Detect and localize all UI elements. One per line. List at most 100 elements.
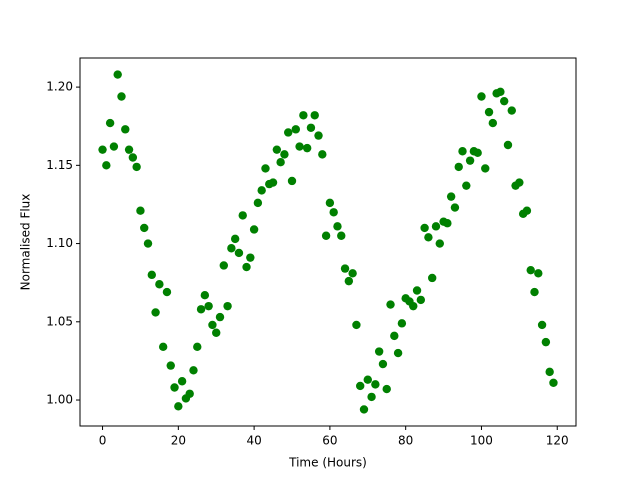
data-point bbox=[352, 320, 361, 330]
data-point bbox=[238, 211, 247, 220]
data-point bbox=[484, 107, 494, 117]
data-point bbox=[374, 347, 384, 356]
data-point bbox=[302, 143, 312, 153]
y-axis-label: Normalised Flux bbox=[19, 194, 33, 291]
data-point bbox=[242, 262, 251, 272]
data-point bbox=[340, 264, 350, 273]
data-point bbox=[140, 223, 149, 233]
data-point bbox=[537, 320, 547, 330]
data-point bbox=[166, 361, 175, 370]
data-point bbox=[507, 106, 516, 115]
data-point bbox=[481, 164, 490, 173]
data-point bbox=[530, 287, 539, 297]
data-point bbox=[219, 261, 228, 270]
data-point bbox=[170, 383, 179, 392]
data-point bbox=[246, 253, 255, 262]
data-point bbox=[193, 342, 202, 352]
data-point bbox=[136, 206, 145, 215]
x-axis-label: Time (Hours) bbox=[288, 456, 367, 470]
data-point bbox=[325, 198, 335, 208]
data-point bbox=[204, 301, 213, 311]
data-point bbox=[155, 280, 164, 289]
data-point bbox=[212, 328, 221, 337]
data-point bbox=[359, 405, 369, 414]
data-point bbox=[291, 125, 300, 134]
data-point bbox=[367, 392, 376, 402]
data-point bbox=[158, 342, 168, 352]
data-point bbox=[234, 248, 244, 258]
data-point bbox=[348, 269, 357, 278]
data-point bbox=[522, 206, 532, 215]
data-point bbox=[371, 380, 380, 389]
data-point bbox=[268, 178, 278, 187]
data-point bbox=[393, 348, 403, 358]
data-point bbox=[446, 192, 456, 201]
data-point bbox=[496, 87, 505, 96]
data-point bbox=[223, 301, 232, 311]
data-point bbox=[287, 176, 297, 186]
data-point bbox=[450, 203, 460, 212]
data-point bbox=[147, 270, 157, 280]
y-tick-label: 1.00 bbox=[46, 393, 73, 407]
data-point bbox=[280, 150, 289, 159]
x-tick-label: 60 bbox=[322, 434, 337, 448]
data-point bbox=[196, 305, 206, 314]
data-point bbox=[420, 223, 429, 233]
x-tick-label: 0 bbox=[99, 434, 107, 448]
x-tick-label: 120 bbox=[546, 434, 569, 448]
data-point bbox=[257, 186, 266, 195]
x-tick-label: 80 bbox=[398, 434, 413, 448]
data-point bbox=[200, 290, 210, 300]
data-point bbox=[253, 198, 263, 208]
data-point bbox=[321, 231, 331, 240]
x-tick-label: 20 bbox=[171, 434, 186, 448]
data-point bbox=[329, 208, 338, 217]
data-point bbox=[488, 118, 498, 128]
data-point bbox=[227, 244, 236, 253]
data-point bbox=[356, 381, 365, 391]
data-point bbox=[314, 131, 323, 140]
data-point bbox=[151, 308, 160, 317]
data-point bbox=[318, 150, 327, 159]
data-point bbox=[208, 320, 217, 330]
data-point bbox=[105, 118, 115, 128]
data-point bbox=[284, 128, 293, 137]
data-point bbox=[378, 359, 388, 369]
data-point bbox=[465, 156, 475, 165]
data-point bbox=[503, 140, 513, 150]
data-point bbox=[174, 402, 183, 411]
data-point bbox=[109, 142, 119, 151]
data-point bbox=[545, 367, 554, 377]
data-point bbox=[215, 312, 225, 322]
data-point bbox=[458, 147, 467, 156]
data-point bbox=[443, 219, 452, 228]
data-point bbox=[344, 276, 354, 286]
data-point bbox=[416, 295, 426, 305]
data-point bbox=[412, 286, 422, 295]
data-point bbox=[549, 378, 558, 388]
data-point bbox=[98, 145, 107, 154]
data-point bbox=[117, 92, 126, 101]
data-point bbox=[189, 366, 198, 375]
data-point bbox=[477, 92, 486, 101]
data-point bbox=[473, 148, 482, 158]
data-point bbox=[295, 142, 304, 151]
data-point bbox=[113, 70, 122, 79]
data-point bbox=[424, 233, 433, 242]
data-point bbox=[121, 125, 130, 134]
data-point bbox=[261, 164, 270, 173]
data-point bbox=[435, 239, 444, 248]
data-point bbox=[363, 375, 372, 384]
data-point bbox=[337, 231, 346, 240]
data-point bbox=[534, 269, 543, 278]
data-point bbox=[431, 222, 441, 231]
data-point bbox=[132, 162, 141, 172]
data-point bbox=[333, 222, 342, 231]
data-point bbox=[230, 234, 240, 244]
data-point bbox=[272, 145, 282, 154]
data-point bbox=[162, 287, 172, 297]
data-point bbox=[397, 319, 407, 328]
data-point bbox=[102, 161, 111, 170]
data-point bbox=[386, 300, 395, 309]
